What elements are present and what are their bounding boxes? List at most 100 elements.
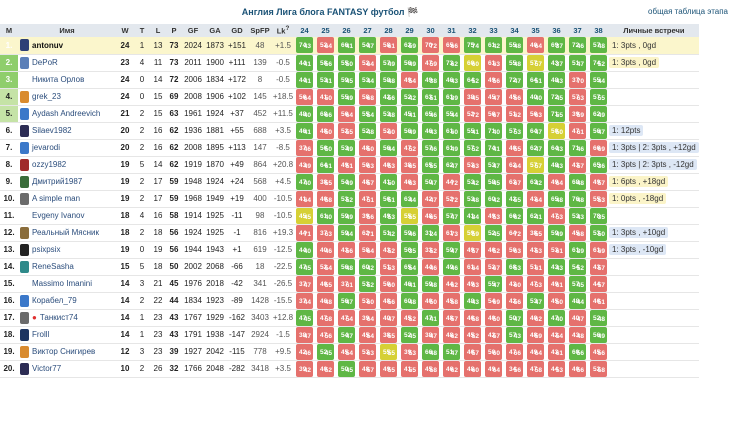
overall-table-link[interactable]: общая таблица этапа: [648, 7, 728, 16]
match-result-badge[interactable]: 68 48: [569, 173, 586, 189]
match-result-badge[interactable]: 52 72: [443, 190, 460, 206]
match-result-badge[interactable]: 47 40: [548, 309, 565, 325]
match-result-badge[interactable]: 40 50: [422, 292, 439, 308]
match-result-badge[interactable]: 40 46: [317, 241, 334, 257]
match-result-badge[interactable]: 53 50: [590, 224, 607, 240]
match-result-badge[interactable]: 65 48: [548, 190, 565, 206]
col-lk[interactable]: Lk?: [272, 24, 294, 37]
match-result-badge[interactable]: 51 47: [443, 343, 460, 359]
match-result-badge[interactable]: 53 47: [485, 156, 502, 172]
match-result-badge[interactable]: 76 48: [569, 190, 586, 206]
match-result-badge[interactable]: 55 41: [464, 122, 481, 138]
match-result-badge[interactable]: 58 68: [359, 88, 376, 104]
match-result-badge[interactable]: 49 54: [401, 71, 418, 87]
match-result-badge[interactable]: 52 48: [590, 309, 607, 325]
match-result-badge[interactable]: 55 47: [485, 275, 502, 291]
match-result-badge[interactable]: 53 52: [359, 275, 376, 291]
match-result-badge[interactable]: 49 61: [548, 275, 565, 291]
match-result-badge[interactable]: 46 63: [401, 173, 418, 189]
match-result-badge[interactable]: 59 59: [464, 224, 481, 240]
match-result-badge[interactable]: 50 60: [380, 275, 397, 291]
match-result-badge[interactable]: 56 50: [317, 139, 334, 155]
match-result-badge[interactable]: 52 67: [485, 258, 502, 274]
match-result-badge[interactable]: 47 66: [506, 343, 523, 359]
match-result-badge[interactable]: 40 58: [317, 190, 334, 206]
match-result-badge[interactable]: 37 70: [569, 71, 586, 87]
match-result-badge[interactable]: 45 41: [401, 105, 418, 121]
round-header[interactable]: 24: [294, 24, 315, 37]
match-result-badge[interactable]: 54 52: [569, 258, 586, 274]
match-result-badge[interactable]: 70 72: [422, 37, 439, 53]
match-result-badge[interactable]: 57 48: [590, 37, 607, 53]
player-name-link[interactable]: ozzy1982: [32, 160, 67, 169]
match-result-badge[interactable]: 43 52: [380, 241, 397, 257]
match-result-badge[interactable]: 64 61: [317, 156, 334, 172]
col-gd[interactable]: GD: [226, 24, 248, 37]
col-gf[interactable]: GF: [182, 24, 204, 37]
match-result-badge[interactable]: 40 47: [380, 309, 397, 325]
match-result-badge[interactable]: 56 49: [401, 122, 418, 138]
player-name-link[interactable]: Корабел_79: [32, 296, 77, 305]
match-result-badge[interactable]: 51 61: [527, 258, 544, 274]
match-result-badge[interactable]: 40 40: [527, 88, 544, 104]
match-result-badge[interactable]: 45 54: [338, 343, 355, 359]
match-result-badge[interactable]: 61 69: [590, 241, 607, 257]
match-result-badge[interactable]: 50 45: [338, 360, 355, 376]
match-result-badge[interactable]: 48 60: [464, 360, 481, 376]
match-result-badge[interactable]: 57 57: [527, 54, 544, 70]
match-result-badge[interactable]: 47 56: [317, 326, 334, 342]
match-result-badge[interactable]: 55 44: [443, 105, 460, 121]
match-result-badge[interactable]: 49 55: [380, 360, 397, 376]
match-result-badge[interactable]: 58 48: [380, 71, 397, 87]
match-result-badge[interactable]: 54 49: [338, 173, 355, 189]
match-result-badge[interactable]: 34 56: [506, 360, 523, 376]
match-result-badge[interactable]: 62 47: [527, 139, 544, 155]
match-result-badge[interactable]: 47 40: [296, 173, 313, 189]
match-result-badge[interactable]: 53 60: [359, 292, 376, 308]
match-result-badge[interactable]: 56 47: [338, 292, 355, 308]
match-result-badge[interactable]: 45 50: [548, 292, 565, 308]
match-result-badge[interactable]: 54 47: [359, 37, 376, 53]
match-result-badge[interactable]: 64 52: [464, 71, 481, 87]
match-result-badge[interactable]: 55 54: [359, 105, 376, 121]
match-result-badge[interactable]: 59 44: [338, 224, 355, 240]
match-result-badge[interactable]: 52 45: [401, 326, 418, 342]
match-result-badge[interactable]: 47 45: [296, 309, 313, 325]
match-result-badge[interactable]: 45 58: [422, 360, 439, 376]
match-result-badge[interactable]: 48 50: [359, 139, 376, 155]
match-result-badge[interactable]: 44 71: [296, 224, 313, 240]
match-result-badge[interactable]: 44 62: [443, 275, 460, 291]
match-result-badge[interactable]: 49 38: [422, 71, 439, 87]
match-result-badge[interactable]: 53 61: [548, 241, 565, 257]
match-result-badge[interactable]: 43 49: [296, 156, 313, 172]
match-result-badge[interactable]: 60 42: [485, 190, 502, 206]
match-result-badge[interactable]: 57 47: [443, 207, 460, 223]
match-result-badge[interactable]: 52 64: [359, 54, 376, 70]
match-result-badge[interactable]: 60 56: [569, 343, 586, 359]
match-result-badge[interactable]: 47 58: [317, 309, 334, 325]
match-result-badge[interactable]: 38 55: [317, 173, 334, 189]
match-result-badge[interactable]: 71 46: [569, 139, 586, 155]
match-result-badge[interactable]: 46 57: [464, 343, 481, 359]
col-ga[interactable]: GA: [204, 24, 226, 37]
match-result-badge[interactable]: 52 45: [317, 343, 334, 359]
match-result-badge[interactable]: 41 34: [464, 207, 481, 223]
match-result-badge[interactable]: 53 52: [338, 190, 355, 206]
match-result-badge[interactable]: 56 35: [401, 241, 418, 257]
match-result-badge[interactable]: 72 47: [506, 71, 523, 87]
match-result-badge[interactable]: 49 64: [548, 173, 565, 189]
match-result-badge[interactable]: 71 40: [485, 122, 502, 138]
col-pos[interactable]: М: [0, 24, 18, 37]
match-result-badge[interactable]: 50 63: [506, 241, 523, 257]
match-result-badge[interactable]: 51 53: [380, 258, 397, 274]
match-result-badge[interactable]: 56 67: [485, 105, 502, 121]
match-result-badge[interactable]: 49 53: [485, 207, 502, 223]
match-result-badge[interactable]: 52 48: [359, 122, 376, 138]
match-result-badge[interactable]: 66 41: [338, 37, 355, 53]
col-t[interactable]: T: [134, 24, 150, 37]
player-name-link[interactable]: grek_23: [32, 92, 61, 101]
round-header[interactable]: 31: [441, 24, 462, 37]
match-result-badge[interactable]: 63 42: [527, 173, 544, 189]
match-result-badge[interactable]: 43 53: [527, 241, 544, 257]
match-result-badge[interactable]: 40 50: [485, 309, 502, 325]
